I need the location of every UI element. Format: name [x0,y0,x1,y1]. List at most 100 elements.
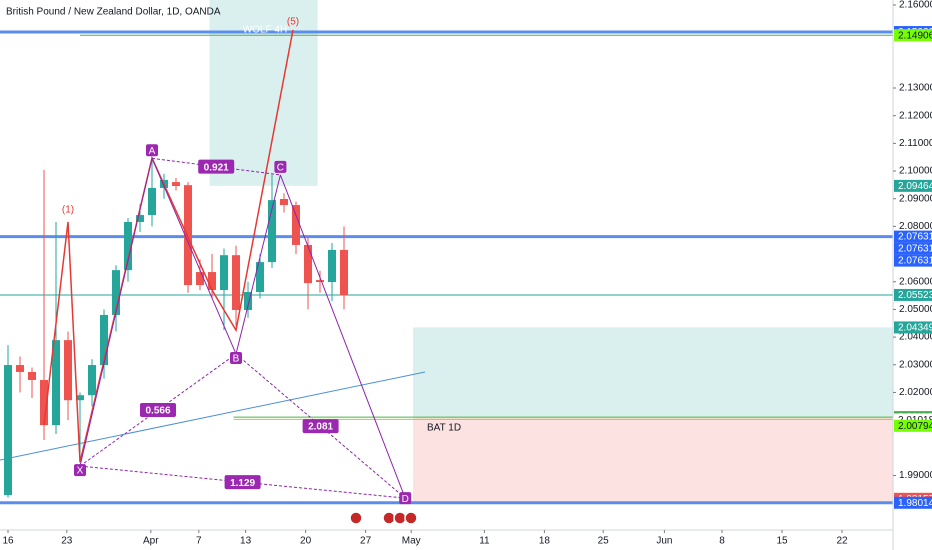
candle-body [268,200,277,263]
pattern-line [79,158,153,467]
price-badge-label: 2.09464 [898,181,932,192]
x-tick-label: Apr [143,536,159,547]
candle-body [28,371,37,380]
price-badge-label: 1.98014 [898,498,932,509]
bat-name: BAT 1D [427,423,461,434]
y-tick-label: 1.99000 [899,470,932,481]
candle-body [64,340,73,401]
y-tick-label: 2.10000 [899,166,932,177]
event-icon [393,511,407,525]
point-badge [274,160,287,173]
candle-body [16,365,25,372]
candle-body [172,182,181,186]
pattern-line [279,174,406,499]
candle-body [136,215,145,222]
candle-body [232,255,241,310]
x-tick-label: 22 [836,536,848,547]
point-badge [399,492,412,505]
x-tick-label: Jun [656,536,672,547]
x-tick-label: 8 [719,536,725,547]
point-label: D [402,494,409,505]
x-tick-label: May [402,536,421,547]
event-icon [349,511,363,525]
pattern-line [151,158,237,355]
candle-body [340,249,349,296]
ratio-badge [140,403,177,418]
price-badge-label: 2.14906 [898,30,932,41]
price-badge [894,321,932,334]
price-badge [894,419,932,432]
point-label: B [233,354,240,365]
ratio-label: 0.921 [204,162,229,173]
axis-bg [0,530,893,550]
price-badge-label: 2.05523 [898,290,932,301]
candle-body [304,244,313,284]
wolf-label: (5) [287,17,299,28]
axis-bg [893,0,932,550]
point-label: X [77,466,84,477]
ratio-label: 0.566 [145,406,170,417]
candle-body [40,379,49,426]
candle-body [112,270,121,315]
candle-body [148,187,157,216]
pattern-line [151,157,281,176]
price-badge-label: 2.00794 [898,421,932,432]
candle-body [196,272,205,286]
candle-body [76,395,85,401]
x-tick-label: 27 [360,536,372,547]
ratio-badge [198,159,235,174]
wolf-name: WOLF 4H [243,25,287,36]
x-tick-label: 23 [61,536,73,547]
candle-body [220,255,229,291]
candle-body [316,280,325,283]
point-badge [146,144,159,157]
candle-body [280,198,289,206]
price-badge [894,288,932,301]
ratio-label: 2.081 [308,422,333,433]
event-icon [404,511,418,525]
ratio-badge [224,475,261,490]
candle-body [328,249,337,283]
x-tick-label: 18 [539,536,551,547]
wolf-line [43,29,294,463]
wolf-label: (1) [62,205,74,216]
y-tick-label: 2.02000 [899,387,932,398]
candle-body [184,185,193,286]
point-label: A [149,146,156,157]
x-tick-label: 20 [300,536,312,547]
candle-body [208,272,217,291]
candle-body [52,340,61,426]
point-label: C [277,163,284,174]
x-tick-label: 25 [598,536,610,547]
price-badge-label: 2.04349 [898,323,932,334]
price-badge-label: 2.07631 [898,256,932,267]
x-tick-label: 7 [196,536,202,547]
zone-box [413,327,893,418]
ratio-badge [302,419,339,434]
x-tick-label: 16 [2,536,14,547]
x-tick-label: 15 [776,536,788,547]
price-badge [894,29,932,42]
price-badge [894,496,932,509]
zone-box [413,417,893,503]
x-tick-label: 13 [240,536,252,547]
event-icon [382,511,396,525]
price-badge [894,230,932,243]
y-tick-label: 2.05000 [899,304,932,315]
x-tick-label: 11 [479,536,490,547]
price-badge [894,242,932,255]
y-tick-label: 2.16000 [899,0,932,11]
y-tick-label: 2.08000 [899,221,932,232]
candle-body [256,262,265,292]
chart-title: British Pound / New Zealand Dollar, 1D, … [6,7,221,18]
y-tick-label: 2.13000 [899,83,932,94]
y-tick-label: 2.11000 [899,138,932,149]
y-tick-label: 2.06000 [899,276,932,287]
y-tick-label: 2.03000 [899,359,932,370]
trendline [0,371,426,461]
candle-body [88,365,97,396]
y-tick-label: 2.04000 [899,332,932,343]
price-badge-label: 2.07631 [898,244,932,255]
